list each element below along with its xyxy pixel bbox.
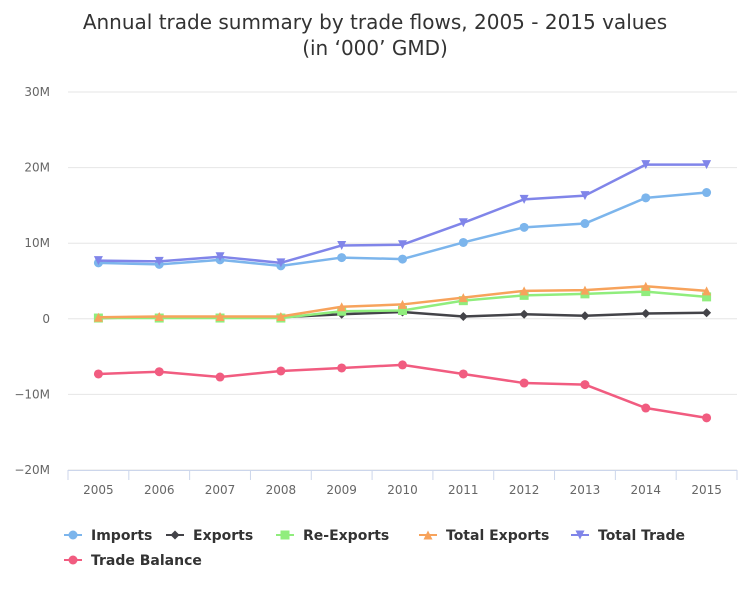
- legend-item[interactable]: Total Exports: [419, 528, 549, 544]
- data-point: [398, 360, 407, 370]
- data-point: [458, 293, 468, 303]
- data-point: [702, 286, 712, 296]
- legend-marker: [280, 530, 290, 540]
- legend-marker: [68, 555, 78, 565]
- data-point: [580, 311, 590, 321]
- x-tick-label: 2012: [509, 483, 540, 497]
- y-tick-label: 10M: [24, 236, 50, 250]
- data-point: [276, 312, 286, 322]
- series-total-trade: [93, 160, 712, 268]
- data-point: [641, 281, 651, 291]
- data-point: [519, 194, 529, 204]
- legend-label: Re-Exports: [303, 528, 389, 544]
- chart-title: Annual trade summary by trade flows, 200…: [83, 10, 667, 34]
- data-point: [702, 308, 712, 318]
- x-tick-label: 2013: [570, 483, 601, 497]
- data-point: [580, 219, 590, 229]
- data-point: [337, 302, 347, 312]
- legend-label: Trade Balance: [91, 553, 202, 569]
- legend-label: Total Exports: [446, 528, 549, 544]
- data-point: [580, 380, 590, 390]
- x-tick-label: 2005: [83, 483, 114, 497]
- data-point: [398, 240, 407, 250]
- data-point: [641, 287, 651, 297]
- data-point: [337, 240, 347, 250]
- data-point: [154, 312, 164, 322]
- legend-label: Total Trade: [598, 528, 685, 544]
- data-point: [154, 367, 164, 377]
- series-total-exports: [93, 281, 712, 322]
- y-tick-label: 30M: [24, 85, 50, 99]
- data-point: [398, 299, 407, 309]
- x-tick-label: 2007: [205, 483, 236, 497]
- legend-marker: [575, 530, 585, 540]
- x-tick-label: 2006: [144, 483, 175, 497]
- x-tick-label: 2009: [326, 483, 357, 497]
- y-tick-label: −10M: [14, 387, 50, 401]
- x-tick-label: 2011: [448, 483, 479, 497]
- y-tick-label: 20M: [24, 161, 50, 175]
- data-point: [93, 256, 103, 266]
- x-tick-label: 2015: [691, 483, 722, 497]
- data-point: [337, 253, 347, 263]
- data-point: [215, 372, 225, 382]
- data-point: [276, 258, 286, 268]
- series-line: [98, 363, 707, 420]
- x-tick-label: 2008: [266, 483, 297, 497]
- legend-marker: [170, 530, 180, 540]
- data-point: [458, 218, 468, 228]
- legend-item[interactable]: Trade Balance: [64, 553, 202, 569]
- y-tick-label: −20M: [14, 463, 50, 477]
- legend-label: Exports: [193, 528, 253, 544]
- data-point: [641, 403, 651, 413]
- data-point: [519, 309, 529, 319]
- data-point: [641, 309, 651, 319]
- series-trade-balance: [93, 360, 712, 423]
- legend-marker: [68, 530, 78, 540]
- data-point: [398, 254, 407, 264]
- legend-item[interactable]: Imports: [64, 528, 152, 544]
- data-point: [337, 306, 347, 316]
- data-point: [215, 252, 225, 262]
- data-point: [702, 160, 712, 170]
- data-point: [519, 286, 529, 296]
- data-point: [458, 237, 468, 247]
- data-point: [93, 312, 103, 322]
- data-point: [580, 191, 590, 201]
- data-point: [641, 160, 651, 170]
- data-point: [702, 188, 712, 198]
- y-tick-label: 0: [42, 312, 50, 326]
- series-imports: [93, 188, 712, 271]
- data-point: [519, 378, 529, 388]
- data-point: [93, 369, 103, 379]
- chart-subtitle: (in ‘000’ GMD): [302, 36, 448, 60]
- x-tick-label: 2014: [630, 483, 661, 497]
- legend-item[interactable]: Total Trade: [571, 528, 685, 544]
- data-point: [337, 363, 347, 373]
- data-point: [215, 312, 225, 322]
- legend-item[interactable]: Exports: [166, 528, 253, 544]
- legend-item[interactable]: Re-Exports: [276, 528, 389, 544]
- data-point: [398, 305, 407, 315]
- data-point: [702, 413, 712, 423]
- legend-marker: [423, 530, 433, 540]
- data-point: [702, 292, 712, 302]
- data-point: [580, 285, 590, 295]
- legend-label: Imports: [91, 528, 152, 544]
- data-point: [641, 193, 651, 203]
- data-point: [458, 369, 468, 379]
- data-point: [519, 290, 529, 300]
- data-point: [276, 366, 286, 376]
- data-point: [458, 312, 468, 322]
- data-point: [154, 256, 164, 266]
- x-tick-label: 2010: [387, 483, 418, 497]
- data-point: [519, 222, 529, 232]
